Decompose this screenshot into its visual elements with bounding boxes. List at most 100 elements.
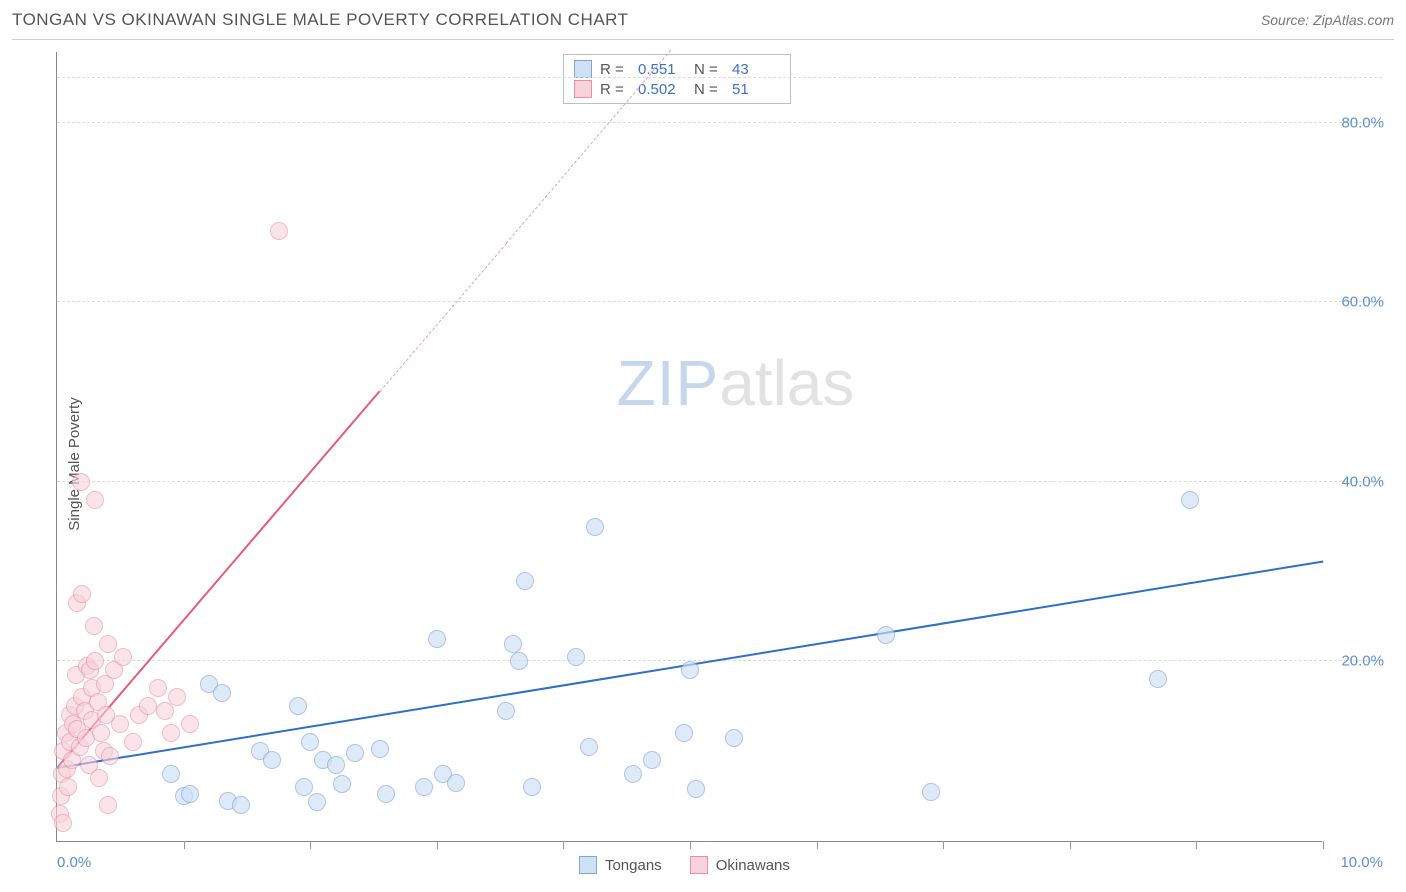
- watermark: ZIPatlas: [617, 346, 855, 420]
- y-tick-label: 20.0%: [1341, 653, 1384, 670]
- scatter-point: [111, 715, 129, 733]
- x-tick: [1196, 841, 1197, 849]
- scatter-point: [516, 572, 534, 590]
- scatter-point: [523, 778, 541, 796]
- scatter-point: [86, 491, 104, 509]
- plot-area: ZIPatlas R =0.551N =43R =0.502N =51 20.0…: [56, 52, 1322, 842]
- legend-r-label: R =: [600, 61, 630, 78]
- scatter-point: [415, 778, 433, 796]
- scatter-point: [308, 793, 326, 811]
- scatter-point: [72, 473, 90, 491]
- chart-header: TONGAN VS OKINAWAN SINGLE MALE POVERTY C…: [12, 6, 1394, 40]
- legend-series-label: Okinawans: [716, 857, 790, 874]
- scatter-point: [114, 648, 132, 666]
- x-tick: [184, 841, 185, 849]
- scatter-point: [289, 697, 307, 715]
- legend-n-label: N =: [694, 61, 724, 78]
- scatter-point: [181, 785, 199, 803]
- scatter-point: [725, 729, 743, 747]
- scatter-point: [86, 652, 104, 670]
- scatter-point: [168, 688, 186, 706]
- legend-swatch: [579, 856, 597, 874]
- chart-container: TONGAN VS OKINAWAN SINGLE MALE POVERTY C…: [0, 0, 1406, 892]
- scatter-point: [1149, 670, 1167, 688]
- scatter-point: [580, 738, 598, 756]
- scatter-point: [232, 796, 250, 814]
- scatter-point: [567, 648, 585, 666]
- legend-series-item: Okinawans: [690, 856, 790, 874]
- scatter-point: [586, 518, 604, 536]
- scatter-point: [99, 635, 117, 653]
- scatter-point: [922, 783, 940, 801]
- scatter-point: [270, 222, 288, 240]
- scatter-point: [162, 724, 180, 742]
- scatter-point: [504, 635, 522, 653]
- legend-n-label: N =: [694, 81, 724, 98]
- scatter-point: [162, 765, 180, 783]
- legend-stat-row: R = 0.502 N = 51: [574, 79, 780, 99]
- legend-stats: R = 0.551 N = 43 R = 0.502 N = 51: [563, 54, 791, 104]
- trend-line: [379, 243, 506, 392]
- scatter-point: [346, 744, 364, 762]
- source-name: ZipAtlas.com: [1313, 12, 1394, 28]
- scatter-point: [1181, 491, 1199, 509]
- scatter-point: [73, 585, 91, 603]
- scatter-point: [447, 774, 465, 792]
- legend-swatch: [690, 856, 708, 874]
- x-tick-label: 10.0%: [1340, 854, 1383, 871]
- x-tick: [1070, 841, 1071, 849]
- legend-swatch: [574, 60, 592, 78]
- scatter-point: [377, 785, 395, 803]
- gridline-h: [57, 77, 1382, 78]
- scatter-point: [139, 697, 157, 715]
- scatter-point: [428, 630, 446, 648]
- x-tick: [690, 841, 691, 849]
- x-tick: [563, 841, 564, 849]
- scatter-point: [675, 724, 693, 742]
- scatter-point: [877, 626, 895, 644]
- scatter-point: [371, 740, 389, 758]
- scatter-point: [213, 684, 231, 702]
- legend-series-item: Tongans: [579, 856, 662, 874]
- scatter-point: [643, 751, 661, 769]
- watermark-zip: ZIP: [617, 347, 720, 419]
- scatter-point: [101, 747, 119, 765]
- x-tick: [437, 841, 438, 849]
- legend-r-value: 0.551: [638, 61, 686, 78]
- plot-area-wrapper: Single Male Poverty ZIPatlas R =0.551N =…: [14, 48, 1392, 880]
- source-prefix: Source:: [1261, 12, 1313, 28]
- legend-series-label: Tongans: [605, 857, 662, 874]
- x-tick-label: 0.0%: [57, 854, 91, 871]
- x-tick: [817, 841, 818, 849]
- y-tick-label: 40.0%: [1341, 473, 1384, 490]
- legend-n-value: 43: [732, 61, 780, 78]
- scatter-point: [99, 796, 117, 814]
- scatter-point: [510, 652, 528, 670]
- legend-n-value: 51: [732, 81, 780, 98]
- y-tick-label: 60.0%: [1341, 294, 1384, 311]
- scatter-point: [90, 769, 108, 787]
- legend-r-label: R =: [600, 81, 630, 98]
- scatter-point: [92, 724, 110, 742]
- scatter-point: [85, 617, 103, 635]
- scatter-point: [681, 661, 699, 679]
- source-attribution: Source: ZipAtlas.com: [1261, 12, 1394, 28]
- legend-series: Tongans Okinawans: [579, 856, 790, 874]
- watermark-atlas: atlas: [719, 347, 854, 419]
- gridline-h: [57, 301, 1382, 302]
- chart-title: TONGAN VS OKINAWAN SINGLE MALE POVERTY C…: [12, 10, 629, 30]
- scatter-point: [301, 733, 319, 751]
- scatter-point: [124, 733, 142, 751]
- scatter-point: [59, 778, 77, 796]
- scatter-point: [333, 775, 351, 793]
- x-tick: [310, 841, 311, 849]
- scatter-point: [54, 814, 72, 832]
- scatter-point: [497, 702, 515, 720]
- x-tick: [1323, 841, 1324, 849]
- legend-r-value: 0.502: [638, 81, 686, 98]
- scatter-point: [295, 778, 313, 796]
- scatter-point: [624, 765, 642, 783]
- gridline-h: [57, 122, 1382, 123]
- scatter-point: [327, 756, 345, 774]
- scatter-point: [149, 679, 167, 697]
